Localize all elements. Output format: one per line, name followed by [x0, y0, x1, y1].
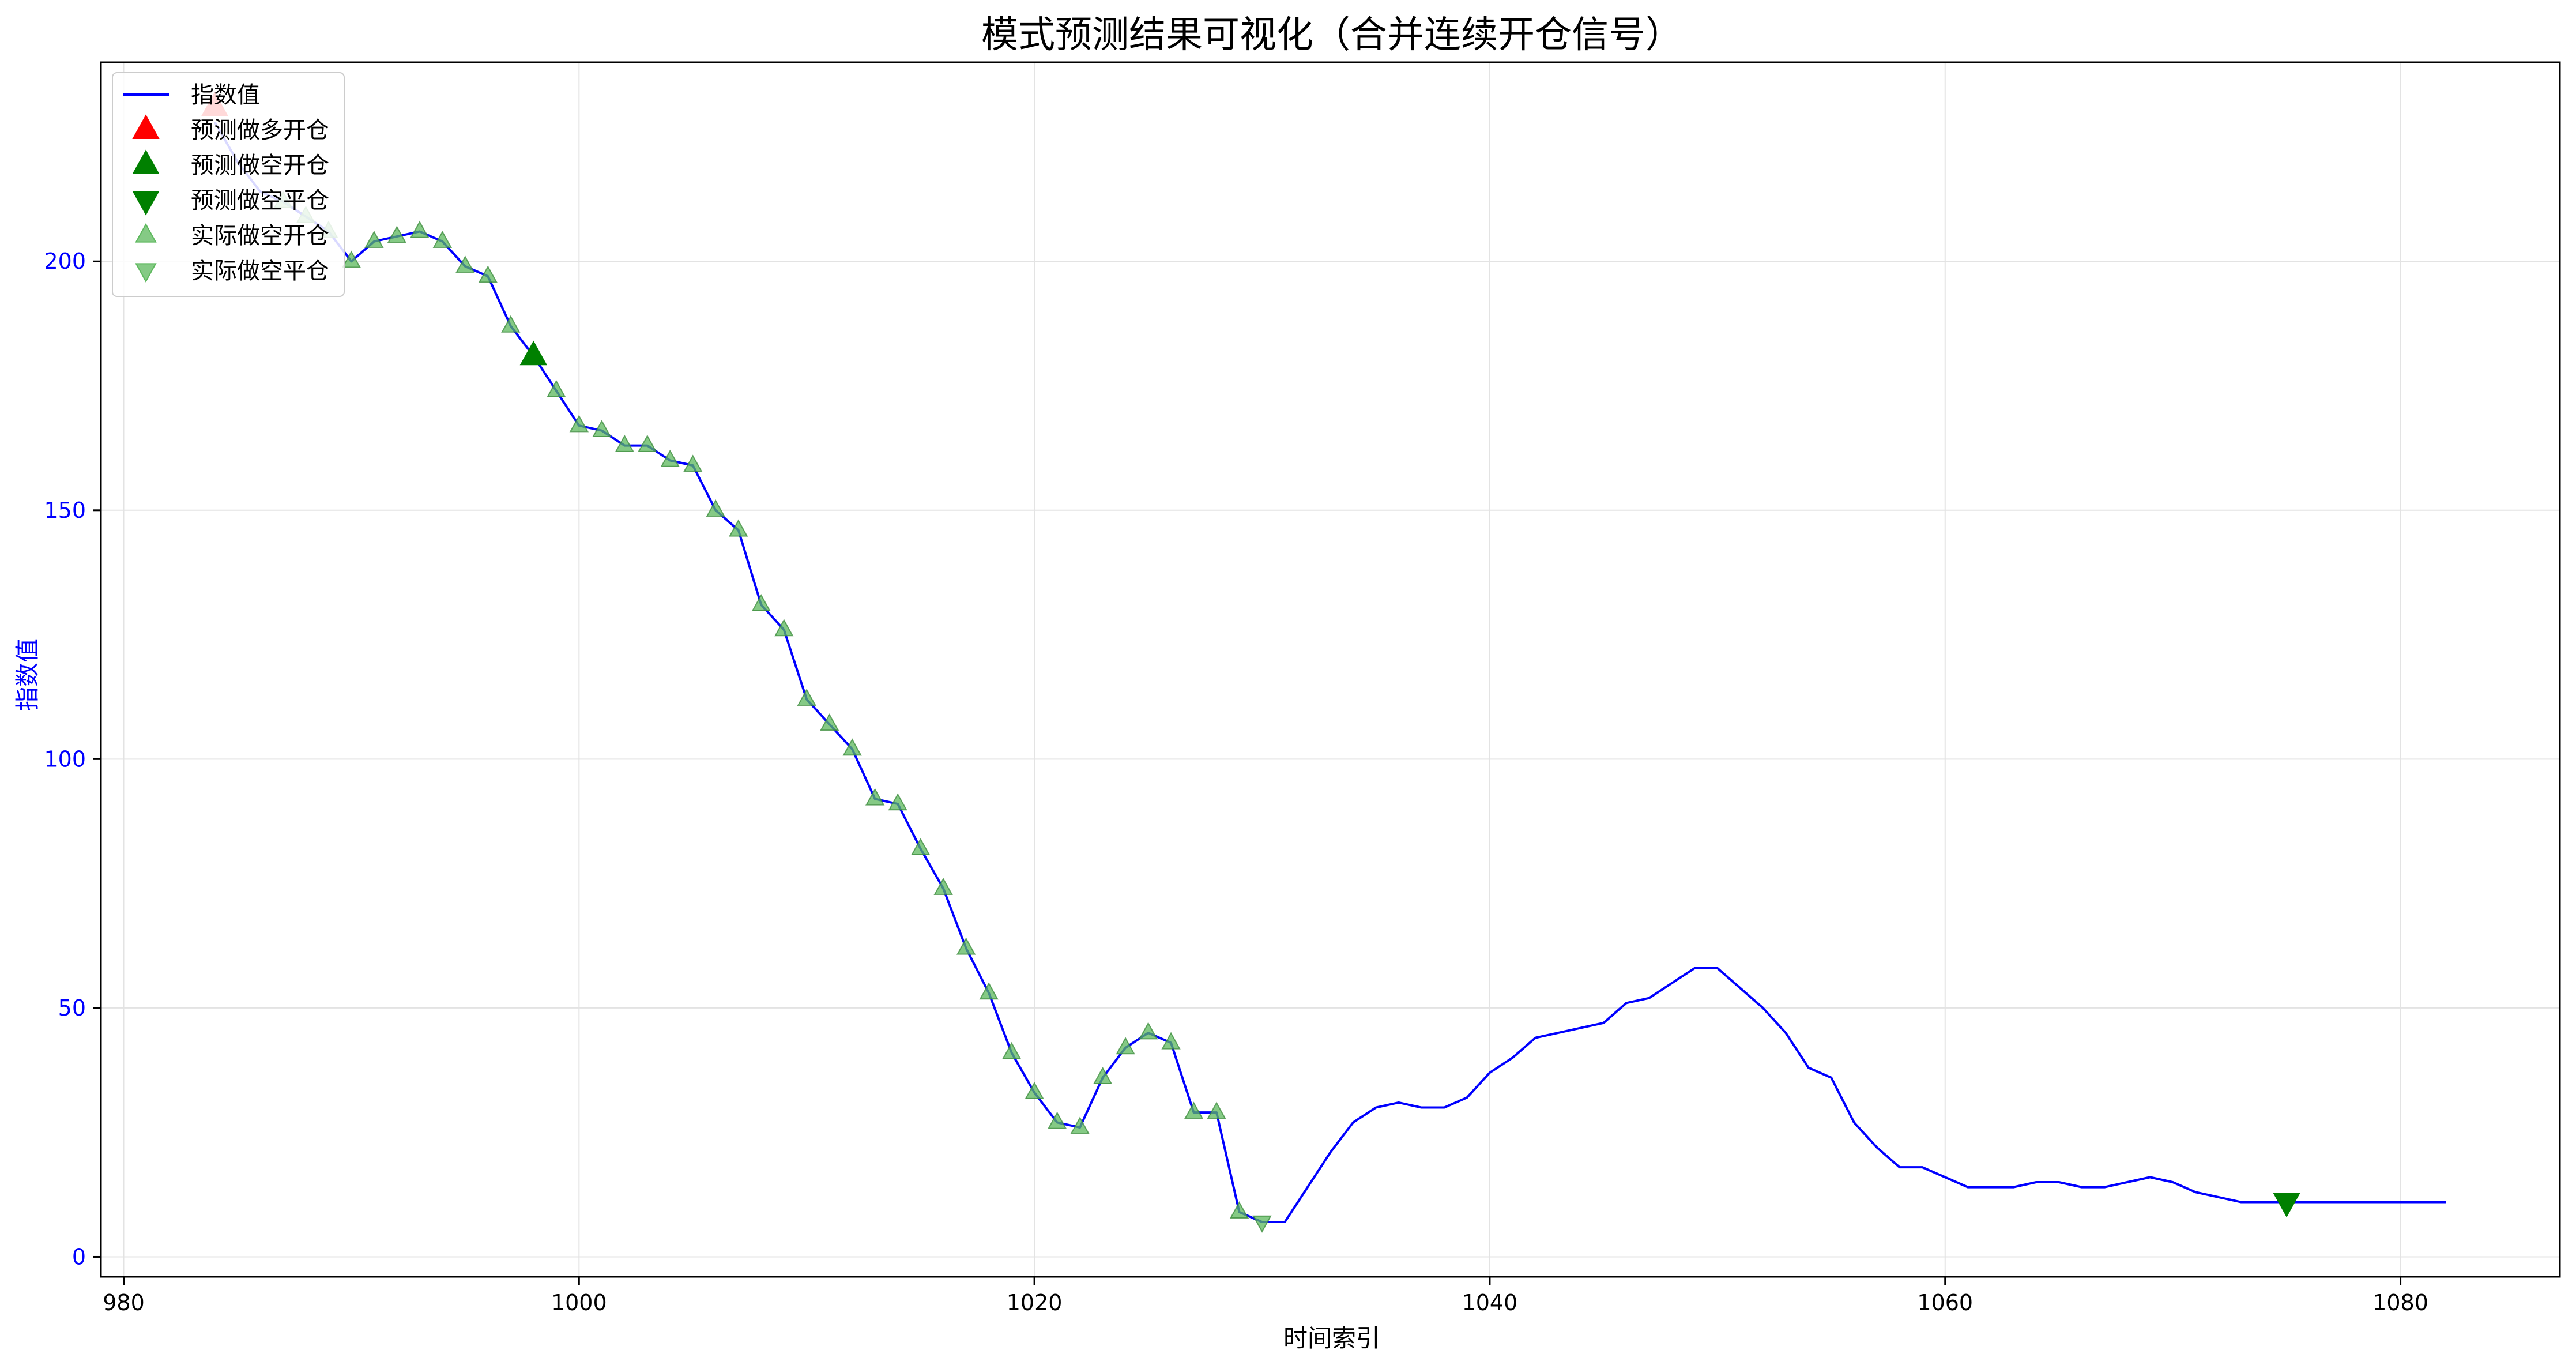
marker-point — [455, 255, 475, 273]
legend-label: 预测做空开仓 — [191, 152, 329, 179]
marker-point — [547, 379, 566, 397]
marker-point — [341, 250, 361, 268]
y-axis: 0 50 100 150 200 — [44, 249, 101, 1269]
marker-point — [387, 225, 407, 243]
legend-swatch — [132, 190, 160, 216]
marker-point — [432, 230, 453, 248]
marker-point — [1138, 1022, 1158, 1040]
marker-point — [569, 415, 589, 433]
legend-label: 预测做空平仓 — [191, 187, 329, 214]
marker-point — [1025, 1081, 1044, 1099]
y-tick-label: 150 — [44, 498, 86, 523]
marker-point — [865, 788, 885, 806]
marker-point — [842, 738, 862, 756]
marker-point — [410, 220, 430, 238]
x-tick-label: 1060 — [1917, 1290, 1973, 1315]
marker-point — [2273, 1193, 2300, 1218]
axes-frame — [100, 61, 2561, 1278]
chart-title: 模式预测结果可视化（合并连续开仓信号） — [981, 14, 1682, 57]
marker-point — [751, 593, 771, 612]
marker-point — [729, 519, 748, 537]
marker-point — [1161, 1032, 1181, 1050]
legend-label: 实际做空开仓 — [191, 223, 329, 249]
x-axis-label: 时间索引 — [1283, 1324, 1380, 1352]
x-tick-label: 1000 — [551, 1290, 607, 1315]
legend-label: 预测做多开仓 — [191, 117, 329, 144]
marker-point — [1229, 1201, 1249, 1219]
marker-point — [979, 982, 999, 1000]
x-tick-label: 1080 — [2372, 1290, 2428, 1315]
marker-point — [615, 434, 634, 452]
legend-label: 指数值 — [191, 82, 260, 108]
y-tick-label: 100 — [44, 746, 86, 772]
marker-point — [1047, 1111, 1067, 1129]
x-tick-label: 980 — [103, 1290, 145, 1315]
marker-point — [683, 454, 703, 472]
legend-swatch — [135, 263, 157, 283]
legend-swatch — [132, 114, 160, 140]
series-line-index — [213, 121, 2446, 1224]
marker-point — [1116, 1037, 1135, 1055]
grid — [101, 62, 2560, 1277]
marker-point — [592, 419, 612, 437]
marker-point — [501, 315, 521, 333]
marker-point — [478, 265, 498, 283]
marker-point — [519, 340, 548, 366]
marker-point — [1252, 1215, 1272, 1233]
marker-point — [364, 230, 384, 248]
marker-point — [1207, 1101, 1226, 1119]
marker-point — [820, 713, 839, 731]
legend-swatch — [135, 223, 157, 243]
x-tick-label: 1040 — [1462, 1290, 1518, 1315]
marker-point — [956, 937, 976, 955]
marker-point — [774, 619, 794, 637]
marker-point — [797, 688, 816, 706]
marker-point — [933, 877, 953, 896]
x-tick-label: 1020 — [1007, 1290, 1063, 1315]
marker-point — [1093, 1066, 1113, 1085]
y-tick-label: 50 — [58, 995, 86, 1021]
y-tick-label: 200 — [44, 249, 86, 274]
marker-point — [1070, 1116, 1090, 1134]
marker-point — [706, 499, 725, 517]
legend-swatch — [132, 149, 160, 175]
y-axis-label: 指数值 — [13, 638, 42, 711]
marker-point — [660, 449, 680, 467]
marker-point — [910, 837, 931, 855]
legend-box — [112, 72, 345, 297]
legend-label: 实际做空平仓 — [191, 258, 329, 284]
marker-point — [1184, 1101, 1204, 1119]
marker-point — [1001, 1041, 1022, 1059]
marker-point — [888, 793, 907, 811]
y-tick-label: 0 — [72, 1244, 86, 1269]
marker-point — [638, 434, 657, 452]
x-axis: 980 1000 1020 1040 1060 1080 — [103, 1277, 2428, 1315]
